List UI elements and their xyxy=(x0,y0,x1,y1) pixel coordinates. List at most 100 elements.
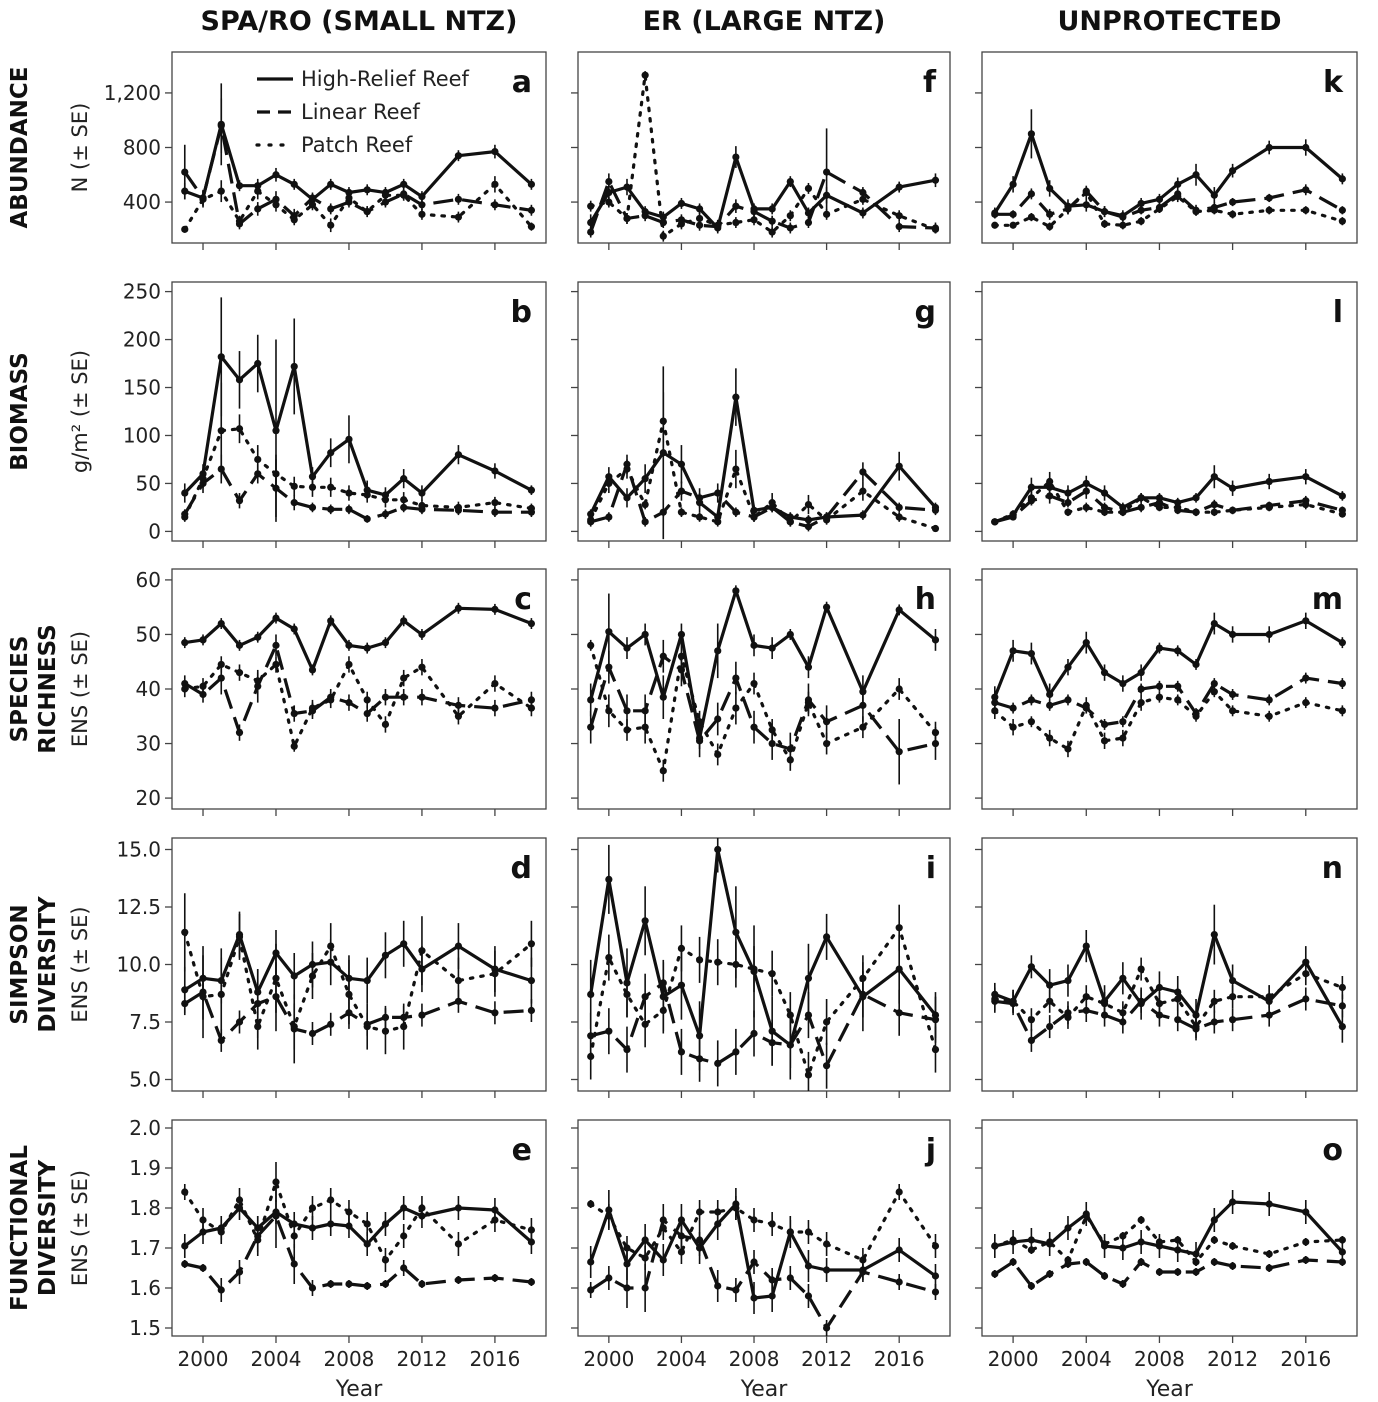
data-point xyxy=(623,465,631,473)
data-point xyxy=(1064,696,1072,704)
data-point xyxy=(1119,718,1127,726)
data-point xyxy=(1174,682,1182,690)
data-point xyxy=(199,195,207,203)
y-tick-label: 20 xyxy=(136,786,161,810)
data-point xyxy=(768,205,776,213)
data-point xyxy=(991,1242,999,1250)
data-point xyxy=(1155,1000,1164,1008)
data-point xyxy=(931,1046,940,1054)
data-point xyxy=(895,212,903,220)
data-point xyxy=(587,202,595,210)
data-point xyxy=(1046,701,1054,709)
x-tick-label: 2004 xyxy=(251,1347,302,1371)
data-point xyxy=(641,1020,649,1028)
data-point xyxy=(931,176,940,184)
data-point xyxy=(605,1212,613,1220)
x-tick-label: 2004 xyxy=(1061,1347,1112,1371)
data-point xyxy=(623,990,631,999)
data-point xyxy=(1027,494,1035,502)
data-point xyxy=(732,508,740,516)
data-point xyxy=(1082,993,1090,1001)
data-point xyxy=(786,630,794,639)
row-title-line: ABUNDANCE xyxy=(7,67,33,229)
data-point xyxy=(1265,1264,1273,1272)
data-point xyxy=(235,425,244,433)
data-point xyxy=(750,208,758,216)
panel-m: m xyxy=(975,568,1358,816)
data-point xyxy=(1027,1282,1035,1290)
data-point xyxy=(527,1006,536,1015)
data-point xyxy=(454,1204,463,1212)
panel-h: h xyxy=(571,568,951,816)
data-point xyxy=(418,489,426,497)
data-point xyxy=(181,1188,189,1196)
data-point xyxy=(327,205,335,213)
data-point xyxy=(804,1292,813,1300)
series-linear-reef xyxy=(181,634,536,741)
data-point xyxy=(895,513,903,521)
panel-frame xyxy=(981,568,1358,810)
data-point xyxy=(895,965,903,973)
series-linear-reef xyxy=(587,639,940,785)
data-point xyxy=(1009,997,1017,1005)
data-point xyxy=(605,707,613,715)
data-point xyxy=(605,178,613,186)
data-point xyxy=(1174,1016,1182,1024)
data-point xyxy=(454,152,463,160)
data-point xyxy=(308,473,317,481)
data-point xyxy=(491,1274,499,1282)
data-point xyxy=(181,489,189,497)
data-point xyxy=(1082,201,1090,209)
series-high-relief-reef xyxy=(991,1190,1346,1266)
data-point xyxy=(491,605,499,613)
data-point xyxy=(1338,1002,1346,1010)
data-point xyxy=(491,508,499,516)
data-point xyxy=(786,178,794,186)
data-point xyxy=(308,201,317,209)
series-line xyxy=(589,1190,938,1262)
row-title: FUNCTIONAL DIVERSITY xyxy=(7,1145,61,1311)
legend-label: Patch Reef xyxy=(301,133,413,157)
data-point xyxy=(1082,503,1090,512)
data-point xyxy=(1338,206,1346,214)
panel-letter: a xyxy=(512,65,532,100)
data-point xyxy=(1229,210,1237,218)
data-point xyxy=(491,147,499,156)
data-point xyxy=(677,199,686,208)
data-point xyxy=(823,603,831,611)
data-point xyxy=(1046,1270,1054,1278)
data-point xyxy=(1174,1268,1182,1276)
data-point xyxy=(454,1276,463,1284)
data-point xyxy=(732,218,740,227)
data-point xyxy=(1338,983,1346,992)
data-point xyxy=(895,1188,903,1196)
data-point xyxy=(659,693,667,701)
panel-o: 2000 2004 2008 2012 2016 o xyxy=(975,1119,1358,1371)
y-axis-label: N (± SE) xyxy=(68,103,92,193)
data-point xyxy=(991,995,999,1003)
data-point xyxy=(1100,489,1109,497)
data-point xyxy=(1046,477,1054,486)
data-point xyxy=(714,518,722,526)
data-point xyxy=(1119,221,1127,229)
data-point xyxy=(714,1208,722,1216)
data-point xyxy=(605,1274,613,1282)
data-point xyxy=(695,737,704,745)
data-point xyxy=(363,515,371,523)
panel-a: 400 800 1,200 a High-Relief Reef Linear Reef P… xyxy=(104,51,547,250)
data-point xyxy=(327,483,335,491)
data-point xyxy=(1302,699,1310,707)
data-point xyxy=(1192,508,1200,516)
data-point xyxy=(859,468,867,476)
y-tick-label: 10.0 xyxy=(116,953,161,977)
data-point xyxy=(859,209,867,217)
data-point xyxy=(491,201,499,209)
data-point xyxy=(659,1006,667,1015)
data-point xyxy=(454,451,463,459)
x-tick-label: 2012 xyxy=(396,1347,447,1371)
data-point xyxy=(181,1242,189,1250)
data-point xyxy=(1119,1232,1127,1240)
data-point xyxy=(587,1200,595,1208)
data-point xyxy=(199,636,207,644)
data-point xyxy=(695,205,704,213)
